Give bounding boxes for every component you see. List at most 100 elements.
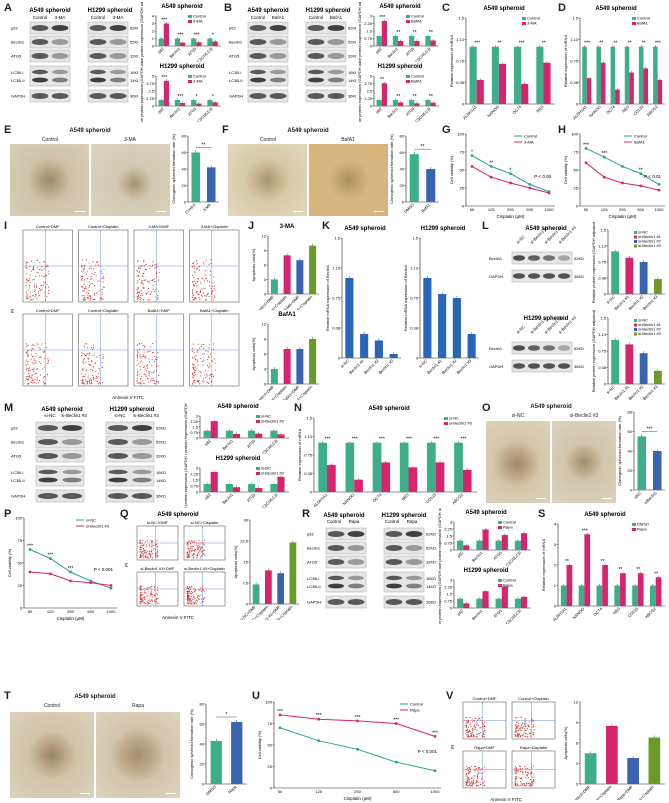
flow-event [484, 766, 486, 768]
flow-event [465, 716, 467, 719]
flow-event [81, 270, 83, 272]
chart-title: H1299 spheroid [160, 64, 205, 70]
flow-event [146, 367, 148, 369]
flow-event [101, 272, 103, 275]
x-tick-label: siBeclin1 [643, 490, 658, 505]
flow-event [136, 364, 138, 366]
flow-event [213, 295, 216, 297]
blot-band [307, 39, 325, 45]
flow-event [33, 295, 35, 297]
flow-event [529, 784, 531, 786]
blot-band [327, 559, 345, 565]
bar [476, 598, 483, 608]
flow-event [191, 603, 193, 605]
flow-event [146, 365, 148, 367]
flow-event [472, 783, 474, 785]
flow-event [484, 725, 486, 727]
flow-sample-label: Rapa+Cisplatin [520, 745, 547, 750]
y-tick-label: 7.5 [242, 580, 248, 585]
flow-event [33, 382, 35, 384]
flow-event [466, 716, 468, 719]
y-tick-label: 0.75 [444, 540, 453, 545]
flow-event [193, 379, 195, 382]
panel-letter-f: F [222, 124, 229, 136]
flow-event [514, 772, 516, 774]
chart-title: H1299 spheroid [464, 568, 509, 574]
flow-event [101, 289, 103, 291]
flow-event [150, 554, 152, 556]
flow-event [191, 585, 193, 587]
legend-swatch [188, 20, 192, 23]
flow-event [139, 291, 141, 293]
flow-event [473, 721, 476, 723]
flow-event [514, 767, 516, 769]
legend-entry: Control [527, 16, 540, 21]
col-label: Control [385, 519, 400, 524]
flow-event [516, 717, 518, 719]
y-tick-label: 80 [182, 133, 187, 138]
band-name: GAPDH [489, 274, 503, 279]
flow-event [27, 360, 29, 363]
y-tick-label: 0.75 [456, 58, 465, 63]
flow-event [530, 731, 532, 733]
band-name: p62 [11, 426, 18, 431]
bar [409, 36, 415, 46]
flow-event [199, 290, 201, 292]
bar [637, 436, 647, 490]
flow-event [189, 550, 191, 552]
p-value: P < 0.001 [418, 749, 438, 754]
flow-event [186, 541, 188, 544]
flow-event [192, 372, 194, 374]
flow-event [196, 259, 198, 261]
flow-event [186, 586, 189, 588]
y-tick-label: 4 [554, 521, 557, 526]
flow-event [151, 586, 153, 588]
flow-event [47, 362, 49, 364]
y-tick-label: 0 [630, 487, 633, 492]
band-name: GAPDH [229, 94, 243, 99]
flow-event [90, 278, 92, 281]
flow-event [142, 553, 145, 555]
flow-event [467, 730, 470, 733]
x-tick-label: Control+DMF [571, 784, 592, 800]
flow-event [186, 598, 189, 600]
flow-event [136, 298, 138, 300]
flow-event [25, 352, 27, 354]
flow-event [203, 590, 205, 592]
flow-event [211, 285, 213, 288]
flow-event [84, 298, 86, 300]
blot-band [250, 77, 266, 83]
flow-event [186, 594, 188, 596]
flow-event [37, 344, 39, 346]
flow-event [201, 601, 203, 603]
flow-event [36, 297, 38, 299]
flow-event [192, 541, 194, 543]
flow-event [192, 377, 194, 379]
flow-event [85, 286, 87, 288]
flow-event [144, 351, 146, 353]
flow-event [483, 780, 485, 782]
flow-event [523, 785, 526, 787]
x-tick-label: OCT4 [592, 606, 604, 618]
flow-event [189, 601, 191, 603]
flow-event [88, 268, 90, 270]
legend-swatch [256, 472, 260, 475]
flow-event [517, 725, 519, 727]
flow-event [147, 377, 149, 380]
flow-event [205, 350, 207, 352]
flow-event [475, 779, 478, 781]
flow-event [145, 555, 147, 558]
flow-event [471, 731, 473, 733]
flow-event [154, 595, 156, 597]
flow-event [146, 589, 148, 591]
flow-event [200, 557, 202, 559]
y-tick-label: 2.5 [148, 88, 154, 93]
bar [191, 100, 197, 106]
flow-sample-label: Control+DMF [36, 308, 60, 313]
flow-event [38, 347, 40, 349]
blot-frame [105, 465, 155, 487]
flow-event [82, 379, 84, 381]
significance-mark: *** [519, 41, 525, 47]
bar [232, 433, 241, 438]
